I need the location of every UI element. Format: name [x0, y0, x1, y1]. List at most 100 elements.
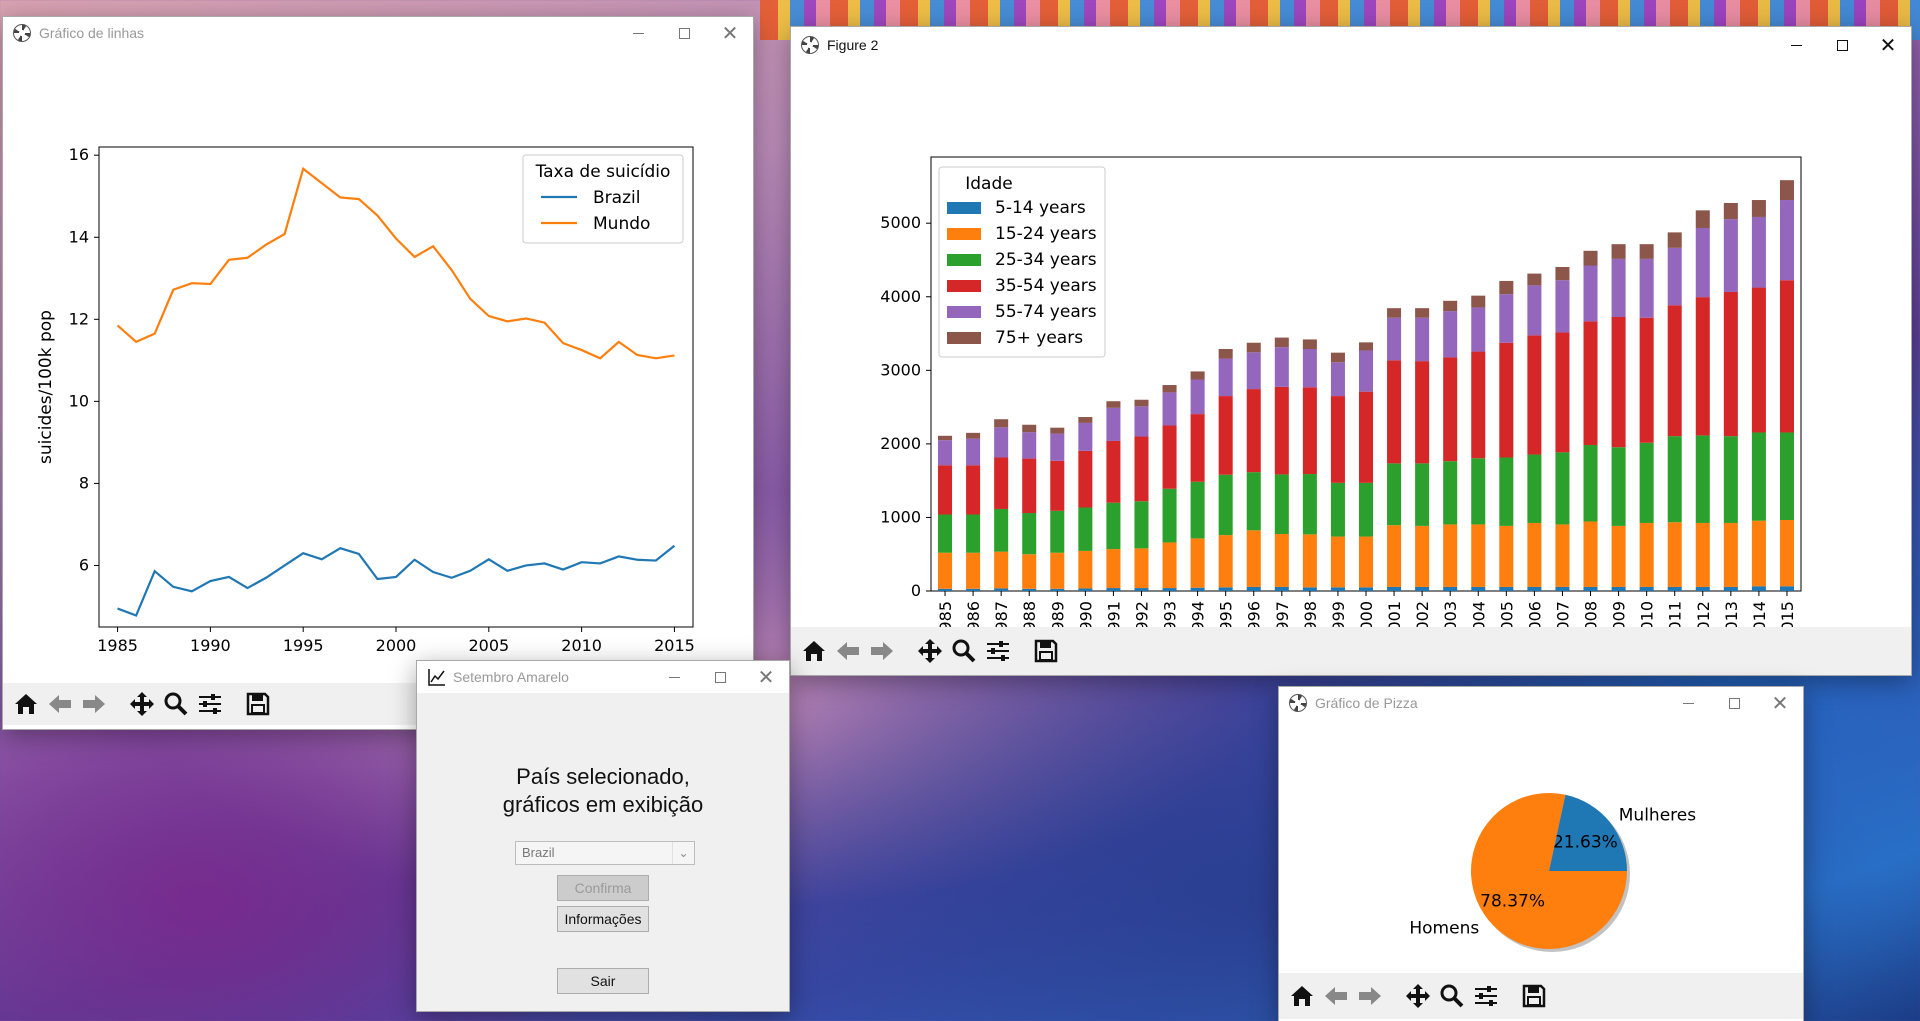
line-chart-window: Gráfico de linhas ✕ 6 8 10 12 14 16 1985 1990 19…	[2, 16, 754, 730]
pan-button[interactable]	[913, 633, 947, 669]
pan-button[interactable]	[1401, 978, 1435, 1014]
zoom-button[interactable]	[159, 686, 193, 722]
bar-segment	[994, 508, 1009, 552]
chevron-down-icon[interactable]: ⌄	[672, 842, 694, 864]
bar-segment	[1134, 501, 1149, 549]
bar-segment	[966, 465, 981, 515]
pan-button[interactable]	[125, 686, 159, 722]
info-button[interactable]: Informações	[557, 906, 649, 932]
bar-segment	[938, 465, 953, 515]
configure-button[interactable]	[1469, 978, 1503, 1014]
bar-segment	[1246, 586, 1261, 591]
x-tick-label: 2010	[561, 636, 602, 655]
bar-segment	[1274, 337, 1289, 348]
bar-segment	[966, 588, 981, 591]
zoom-button[interactable]	[1435, 978, 1469, 1014]
series-line-mundo	[116, 166, 675, 360]
dialog-titlebar[interactable]: Setembro Amarelo ✕	[417, 661, 789, 693]
confirm-button[interactable]: Confirma	[557, 875, 649, 901]
forward-arrow-icon	[871, 642, 893, 660]
bar-segment	[1527, 586, 1542, 591]
pie-category-label: Homens	[1409, 918, 1479, 938]
bar-segment	[1639, 586, 1654, 591]
legend-swatch	[947, 228, 981, 240]
move-icon	[918, 639, 942, 663]
home-button[interactable]	[9, 686, 43, 722]
zoom-button[interactable]	[947, 633, 981, 669]
bar-segment	[1274, 533, 1289, 587]
country-combobox[interactable]: Brazil ⌄	[515, 841, 695, 865]
bar-segment	[1443, 300, 1458, 312]
legend-label: 5-14 years	[995, 198, 1086, 218]
save-button[interactable]	[1029, 633, 1063, 669]
close-button[interactable]: ✕	[721, 21, 739, 45]
forward-button[interactable]	[77, 686, 111, 722]
bar-segment	[1078, 507, 1093, 551]
minimize-button[interactable]	[651, 661, 697, 693]
home-button[interactable]	[797, 633, 831, 669]
bar-segment	[1555, 586, 1570, 591]
forward-button[interactable]	[865, 633, 899, 669]
bar-segment	[1022, 513, 1037, 555]
bar-segment	[1639, 522, 1654, 587]
close-button[interactable]: ✕	[1879, 33, 1897, 57]
bar-segment	[1723, 219, 1738, 292]
save-button[interactable]	[1517, 978, 1551, 1014]
bar-segment	[1387, 586, 1402, 591]
bar-segment	[1415, 317, 1430, 362]
bar-segment	[1779, 280, 1794, 433]
floppy-disk-icon	[1034, 639, 1058, 663]
save-button[interactable]	[241, 686, 275, 722]
bar-segment	[1358, 350, 1374, 392]
heading-line-1: País selecionado,	[516, 764, 690, 789]
forward-button[interactable]	[1353, 978, 1387, 1014]
bar-segment	[1302, 348, 1317, 388]
back-button[interactable]	[1319, 978, 1353, 1014]
pie-chart-titlebar[interactable]: Gráfico de Pizza ✕	[1279, 687, 1803, 719]
window-title: Gráfico de linhas	[39, 25, 145, 41]
minimize-button[interactable]	[1773, 29, 1819, 61]
bar-segment	[1387, 308, 1402, 318]
line-chart-titlebar[interactable]: Gráfico de linhas ✕	[3, 17, 753, 49]
bar-chart-titlebar[interactable]: Figure 2 ✕	[791, 27, 1911, 63]
bar-segment	[1555, 332, 1570, 453]
bar-segment	[966, 438, 981, 466]
maximize-button[interactable]	[697, 661, 743, 693]
country-value: Brazil	[522, 845, 555, 860]
legend-label: 35-54 years	[995, 276, 1097, 296]
series-line-brazil	[117, 544, 676, 617]
bar-segment	[1695, 297, 1710, 436]
legend-label: Mundo	[593, 214, 650, 234]
bar-segment	[1471, 458, 1486, 525]
bar-segment	[1050, 552, 1065, 589]
bar-segment	[1162, 542, 1177, 589]
close-button[interactable]: ✕	[757, 665, 775, 689]
bar-segment	[1302, 339, 1317, 349]
back-button[interactable]	[43, 686, 77, 722]
minimize-button[interactable]	[1665, 687, 1711, 719]
exit-button[interactable]: Sair	[557, 968, 649, 994]
bar-segment	[1190, 587, 1205, 591]
bar-segment	[1667, 522, 1682, 587]
bar-segment	[1078, 588, 1093, 591]
move-icon	[130, 692, 154, 716]
bar-segment	[1471, 524, 1486, 587]
bar-segment	[1162, 425, 1177, 489]
y-tick-label: 16	[69, 145, 89, 164]
minimize-button[interactable]	[615, 17, 661, 49]
configure-button[interactable]	[981, 633, 1015, 669]
home-button[interactable]	[1285, 978, 1319, 1014]
back-button[interactable]	[831, 633, 865, 669]
maximize-button[interactable]	[1819, 29, 1865, 61]
bar-segment	[1387, 525, 1402, 587]
bar-segment	[1106, 502, 1121, 550]
bar-segment	[1022, 458, 1037, 514]
close-button[interactable]: ✕	[1771, 691, 1789, 715]
maximize-button[interactable]	[661, 17, 707, 49]
magnifier-icon	[952, 639, 976, 663]
x-tick-label: 2015	[654, 636, 695, 655]
bar-segment	[1751, 432, 1766, 521]
configure-button[interactable]	[193, 686, 227, 722]
maximize-button[interactable]	[1711, 687, 1757, 719]
bar-segment	[1695, 210, 1710, 228]
